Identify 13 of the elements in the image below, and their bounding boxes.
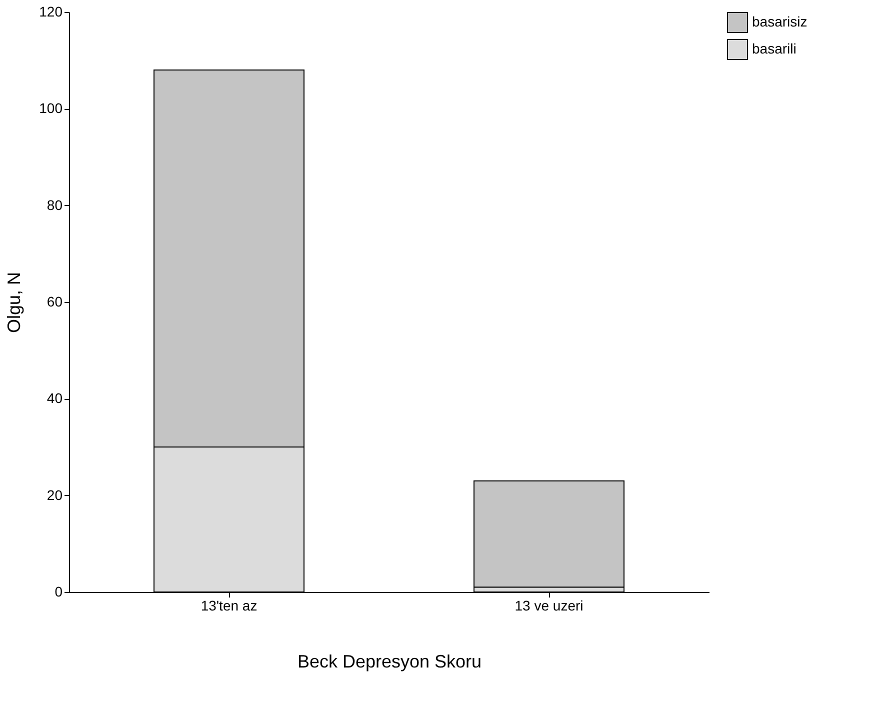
x-tick-label: 13'ten az	[200, 598, 258, 614]
x-axis-title: Beck Depresyon Skoru	[297, 652, 482, 672]
x-tick-label: 13 ve uzeri	[514, 598, 584, 614]
y-tick-label: 0	[54, 584, 63, 600]
legend-label: basarili	[752, 40, 796, 56]
y-tick-label: 40	[46, 390, 63, 406]
y-tick-label: 60	[46, 294, 63, 310]
y-tick-label: 80	[46, 196, 63, 213]
y-tick-label: 120	[39, 4, 63, 20]
y-axis-title: Olgu, N	[4, 272, 24, 334]
y-tick-label: 100	[39, 100, 63, 116]
legend-label: basarisiz	[752, 14, 808, 30]
y-tick-label: 20	[46, 486, 63, 503]
